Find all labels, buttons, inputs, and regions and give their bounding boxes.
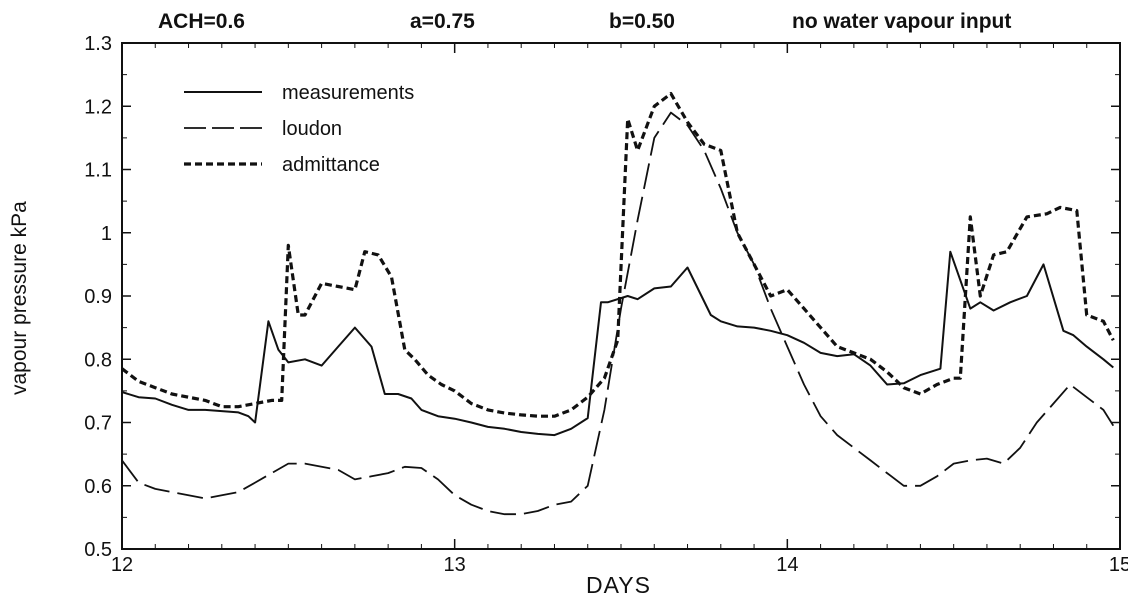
legend-label-loudon: loudon	[282, 118, 342, 140]
x-tick-label: 12	[111, 554, 133, 576]
y-axis-label: vapour pressure kPa	[8, 201, 31, 395]
legend-label-measurements: measurements	[282, 82, 414, 104]
y-tick-label: 0.5	[84, 539, 112, 561]
y-tick-label: 1.3	[84, 33, 112, 55]
y-tick-label: 1.1	[84, 160, 112, 182]
plot-frame	[121, 42, 1121, 550]
y-tick-label: 0.6	[84, 476, 112, 498]
header-b: b=0.50	[609, 10, 675, 33]
header-a: a=0.75	[410, 10, 475, 33]
y-tick-label: 0.7	[84, 413, 112, 435]
y-tick-label: 1	[101, 223, 112, 245]
x-tick-label: 14	[776, 554, 798, 576]
header-ach: ACH=0.6	[158, 10, 245, 33]
y-tick-label: 1.2	[84, 96, 112, 118]
x-axis-label: DAYS	[586, 572, 651, 598]
legend-label-admittance: admittance	[282, 154, 380, 176]
series-line-measurements	[121, 250, 1114, 437]
x-tick-label: 13	[444, 554, 466, 576]
y-tick-label: 0.8	[84, 349, 112, 371]
y-tick-label: 0.9	[84, 286, 112, 308]
series-line-loudon	[121, 111, 1115, 516]
header-note: no water vapour input	[792, 10, 1012, 33]
x-tick-label: 15	[1109, 554, 1128, 576]
series-line-admittance	[121, 91, 1115, 418]
